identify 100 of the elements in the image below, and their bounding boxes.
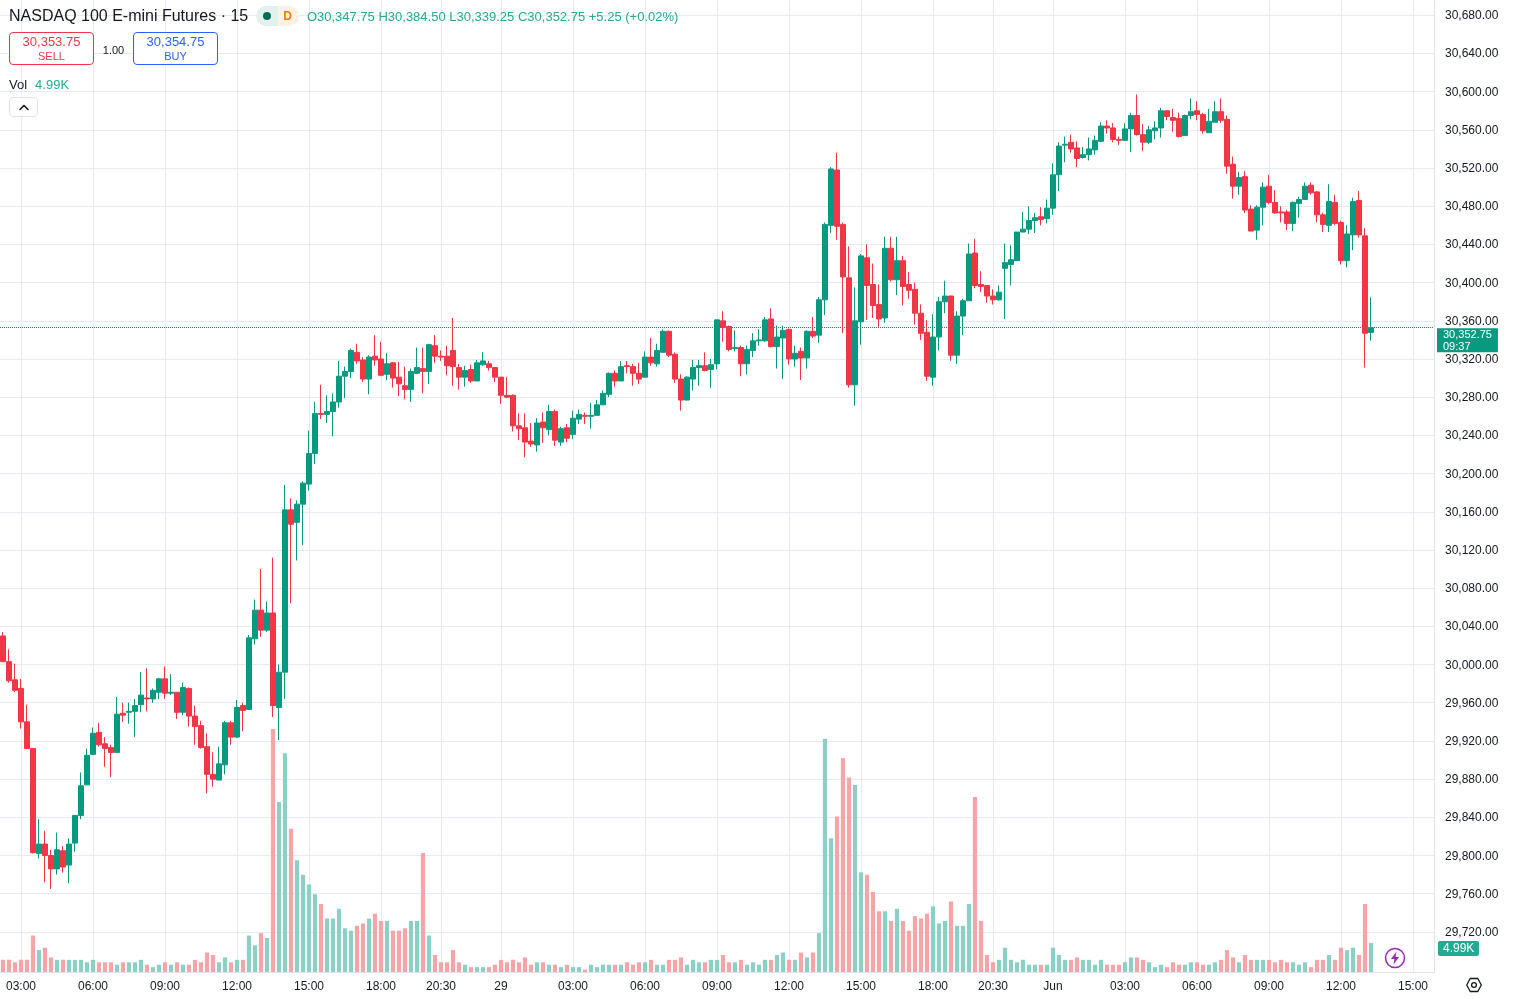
bar — [900, 920, 906, 972]
x-tick-label: 12:00 — [1325, 979, 1357, 993]
bar — [1104, 964, 1110, 972]
bar — [390, 930, 396, 972]
y-tick-label: 30,440.00 — [1445, 237, 1499, 252]
bar — [756, 964, 762, 972]
candlestick — [402, 366, 408, 400]
candlestick — [732, 329, 738, 352]
bar — [1128, 957, 1134, 972]
y-tick-label: 29,920.00 — [1445, 733, 1499, 748]
bar — [630, 964, 636, 972]
bar — [888, 920, 894, 972]
candlestick — [54, 832, 60, 876]
bar — [348, 930, 354, 972]
bar — [1242, 954, 1248, 972]
bar — [612, 964, 618, 972]
bar — [474, 967, 480, 972]
bar — [1344, 950, 1350, 972]
bar — [510, 959, 516, 972]
bar — [1014, 962, 1020, 972]
bar — [342, 928, 348, 972]
bar — [528, 964, 534, 972]
bar — [930, 906, 936, 972]
bar — [546, 964, 552, 972]
candlestick — [540, 411, 546, 444]
bar — [996, 959, 1002, 972]
bar — [822, 738, 828, 972]
candlestick — [702, 351, 708, 372]
bar — [204, 952, 210, 972]
bar — [276, 801, 282, 972]
x-tick-label: 12:00 — [221, 979, 253, 993]
bar — [168, 964, 174, 972]
annotation: 30,353.75 — [22, 33, 81, 49]
bar — [162, 962, 168, 972]
bar — [1368, 942, 1374, 972]
bar — [678, 957, 684, 972]
bar — [1050, 947, 1056, 972]
candlestick — [612, 369, 618, 388]
bar — [840, 758, 846, 972]
y-tick-label: 30,000.00 — [1445, 657, 1499, 672]
candlestick — [648, 337, 654, 367]
bar — [1140, 959, 1146, 972]
chart-subtitle: 4.99K — [35, 76, 70, 92]
bar — [660, 964, 666, 972]
candlestick — [996, 284, 1002, 302]
bar — [1296, 964, 1302, 972]
bar — [690, 959, 696, 972]
bar — [294, 860, 300, 972]
bar — [1008, 959, 1014, 972]
bar — [918, 918, 924, 972]
bar — [198, 962, 204, 972]
bar — [1314, 959, 1320, 972]
y-tick-label: 30,560.00 — [1445, 122, 1499, 137]
bar — [990, 962, 996, 972]
candlestick — [708, 358, 714, 389]
bar — [1074, 957, 1080, 972]
bar — [828, 838, 834, 972]
bar — [462, 964, 468, 972]
bar — [1038, 964, 1044, 972]
bar — [222, 957, 228, 972]
bar — [1332, 959, 1338, 972]
candlestick — [240, 702, 246, 732]
candlestick — [114, 696, 120, 753]
candlestick — [234, 699, 240, 739]
bar — [444, 962, 450, 972]
text: O30,347.75 H30,384.50 L30,339.25 C30,352.75 +5.25 (+0.02%) — [306, 8, 679, 24]
bar — [408, 920, 414, 972]
bar — [654, 964, 660, 972]
bar — [954, 925, 960, 972]
y-tick-label: 29,840.00 — [1445, 810, 1499, 825]
bar — [948, 901, 954, 972]
bar — [936, 923, 942, 972]
candlestick — [288, 497, 294, 604]
candlestick — [462, 365, 468, 388]
bar — [810, 952, 816, 972]
candlestick — [894, 236, 900, 296]
bar — [624, 962, 630, 972]
bar — [894, 908, 900, 972]
y-tick-label: 30,360.00 — [1445, 313, 1499, 328]
bar — [834, 816, 840, 972]
candlestick — [162, 665, 168, 700]
bar — [912, 916, 918, 972]
bar — [180, 964, 186, 972]
x-tick-label: 06:00 — [629, 979, 661, 993]
bar — [540, 962, 546, 972]
bar — [1062, 959, 1068, 972]
text: 4.99K — [1443, 940, 1475, 955]
y-tick-label: 30,400.00 — [1445, 275, 1499, 290]
bar — [150, 967, 156, 972]
y-tick-label: 29,960.00 — [1445, 695, 1499, 710]
bar — [864, 874, 870, 972]
bar — [366, 918, 372, 972]
x-tick-label: 12:00 — [773, 979, 805, 993]
candlestick — [468, 364, 474, 384]
bar — [720, 954, 726, 972]
y-tick-label: 29,760.00 — [1445, 886, 1499, 901]
bar — [1146, 962, 1152, 972]
candlestick — [888, 236, 894, 283]
bar — [516, 962, 522, 972]
bar — [1044, 964, 1050, 972]
